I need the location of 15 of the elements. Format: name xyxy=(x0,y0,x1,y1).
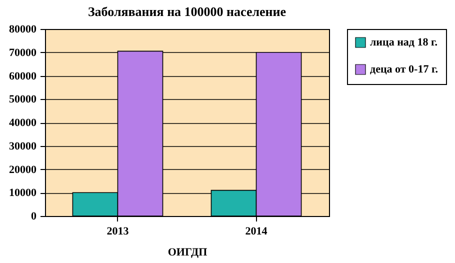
y-tick-label: 10000 xyxy=(9,187,37,200)
y-tick-label: 30000 xyxy=(9,140,37,152)
x-axis-title: ОИГДП xyxy=(168,246,208,258)
chart-title: Заболявания на 100000 население xyxy=(88,4,286,19)
y-tick-label: 70000 xyxy=(9,46,37,59)
legend-label: лица над 18 г. xyxy=(370,36,438,48)
y-tick-label: 50000 xyxy=(9,94,37,106)
y-tick-label: 20000 xyxy=(9,164,37,176)
y-tick-label: 60000 xyxy=(9,70,37,82)
y-tick-label: 0 xyxy=(31,210,37,222)
x-tick-label: 2014 xyxy=(245,226,268,238)
legend-label: деца от 0-17 г. xyxy=(370,64,438,76)
y-tick-label: 80000 xyxy=(9,24,37,36)
x-tick-label: 2013 xyxy=(106,226,130,238)
y-tick-label: 40000 xyxy=(9,117,37,129)
